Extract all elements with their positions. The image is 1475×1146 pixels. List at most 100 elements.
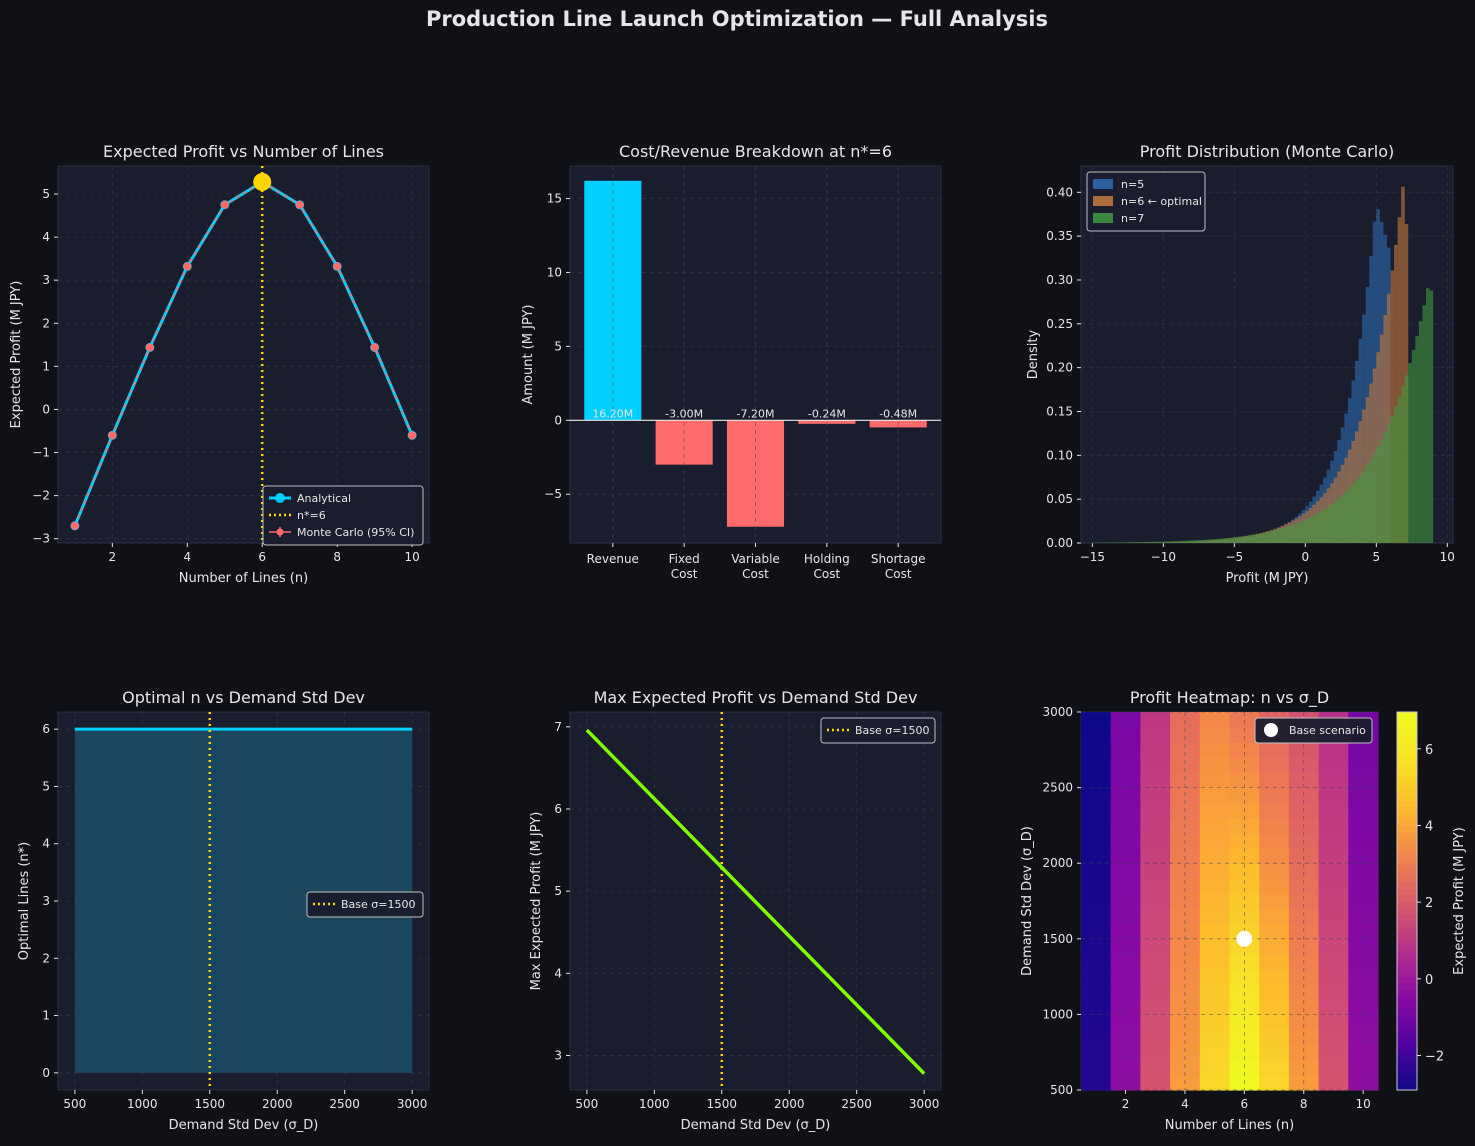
p1-x-tick-label: 4 [183,550,191,564]
p6-colorbar-segment [1397,907,1417,914]
p6-heat-cell [1140,984,1170,1000]
p1-x-label: Number of Lines (n) [179,571,308,586]
p2-y-tick-label: 5 [554,339,562,353]
p6-heat-cell [1319,969,1349,985]
p6-heat-cell [1140,772,1170,788]
p3-hist-bar [1334,501,1338,543]
p3-hist-bar [1288,526,1292,543]
p1-mc-point [108,431,116,439]
p6-heat-cell [1081,909,1111,925]
p3-hist-bar [1412,350,1416,543]
p1-mc-point [71,522,79,530]
p6-colorbar-tick-label: −2 [1425,1049,1444,1064]
p6-heat-cell [1259,742,1289,758]
p6-heat-cell [1200,969,1230,985]
p3-hist-bar [1316,513,1320,543]
p5-y-tick-label: 6 [554,802,562,816]
p6-heat-cell [1319,818,1349,834]
p4-y-label: Optimal Lines (n*) [17,842,32,960]
p6-heat-cell [1200,893,1230,909]
p2-data-label: -7.20M [737,407,775,420]
p6-heat-cell [1081,772,1111,788]
p3-hist-bar [1131,542,1135,543]
p6-colorbar-segment [1397,1052,1417,1059]
p6-y-label: Demand Std Dev (σ_D) [1020,826,1035,976]
p5-x-tick-label: 2500 [841,1097,872,1111]
p6-heat-cell [1140,757,1170,773]
p6-colorbar-segment [1397,895,1417,902]
p6-heat-cell [1081,878,1111,894]
p3-hist-bar [1110,542,1114,543]
p6-colorbar-segment [1397,951,1417,958]
p6-heat-cell [1200,1030,1230,1046]
p3-hist-bar [1277,529,1281,543]
p6-heat-cell [1200,727,1230,743]
p6-colorbar-segment [1397,1065,1417,1072]
p3-hist-bar [1117,542,1121,543]
p3-hist-bar [1348,488,1352,543]
p6-heat-cell [1259,954,1289,970]
p6-heat-cell [1140,1030,1170,1046]
p3-hist-bar [1185,541,1189,543]
p1-legend-label: Analytical [297,492,351,505]
p3-hist-bar [1170,541,1174,543]
p1-mc-point [408,431,416,439]
p6-heat-cell [1200,939,1230,955]
p6-colorbar-segment [1397,788,1417,795]
p3-hist-bar [1192,540,1196,543]
p6-heat-cell [1259,893,1289,909]
p4-y-tick-label: 0 [42,1066,50,1080]
p6-colorbar-tick-label: 4 [1425,819,1433,834]
p6-y-tick-label: 2000 [1042,856,1073,870]
p6-colorbar-segment [1397,939,1417,946]
p3-hist-bar [1419,321,1423,543]
p3-legend-label: n=7 [1121,212,1144,225]
p3-hist-bar [1121,542,1125,543]
p6-heat-cell [1200,1045,1230,1061]
p2-title: Cost/Revenue Breakdown at n*=6 [619,142,892,161]
p1-mc-point [183,262,191,270]
p2-y-tick-label: 15 [547,192,562,206]
p6-heat-cell [1140,833,1170,849]
p3-hist-bar [1167,541,1171,543]
p6-heat-cell [1319,788,1349,804]
p6-x-tick-label: 6 [1241,1097,1249,1111]
p6-colorbar-segment [1397,851,1417,858]
p6-colorbar-segment [1397,775,1417,782]
p3-hist-bar [1302,521,1306,543]
p3-hist-bar [1426,288,1430,543]
p6-colorbar-segment [1397,1021,1417,1028]
p1-y-label: Expected Profit (M JPY) [9,281,24,429]
p2-x-tick-label: Cost [742,567,769,581]
p3-hist-bar [1174,541,1178,543]
p3-legend-label: n=6 ← optimal [1121,195,1202,208]
p6-y-tick-label: 2500 [1042,781,1073,795]
p6-heat-cell [1081,863,1111,879]
p1-mc-point [146,343,154,351]
p6-heat-cell [1259,924,1289,940]
p4-x-tick-label: 1500 [194,1097,225,1111]
p3-hist-bar [1124,542,1128,543]
p6-title: Profit Heatmap: n vs σ_D [1130,688,1329,708]
p6-heat-cell [1200,1075,1230,1091]
p6-heat-cell [1319,863,1349,879]
p3-hist-bar [1195,540,1199,543]
p4-legend-label: Base σ=1500 [341,898,415,911]
p6-heat-cell [1200,803,1230,819]
p3-hist-bar [1270,531,1274,543]
p6-heat-cell [1259,984,1289,1000]
p3-hist-bar [1369,459,1373,543]
p6-heat-cell [1140,1075,1170,1091]
p1-mc-point [221,201,229,209]
p3-hist-bar [1160,542,1164,543]
p6-heat-cell [1140,939,1170,955]
p4-x-tick-label: 3000 [397,1097,428,1111]
p6-heat-cell [1259,878,1289,894]
p6-legend-label: Base scenario [1289,724,1366,737]
p6-heat-cell [1200,833,1230,849]
p6-heat-cell [1200,772,1230,788]
p4-x-label: Demand Std Dev (σ_D) [169,1118,319,1133]
p6-colorbar-segment [1397,964,1417,971]
p1-x-tick-label: 2 [109,550,117,564]
